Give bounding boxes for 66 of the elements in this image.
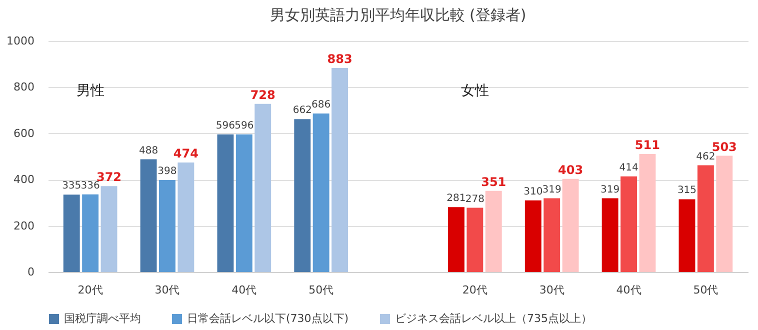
x-tick-label: 50代 [693,284,718,296]
y-tick-label: 400 [14,173,34,186]
bar [602,198,618,272]
bar [63,194,80,272]
x-tick-label: 50代 [308,284,334,296]
x-tick-label: 40代 [232,284,257,296]
bar [620,176,637,272]
bar [485,190,502,272]
bar [678,199,696,272]
bar [448,207,464,272]
bar [236,134,252,272]
data-label: 335 [62,180,82,192]
y-tick-label: 0 [28,266,34,278]
annotation: 男性 [76,83,104,99]
x-tick-label: 30代 [154,284,180,296]
bar [100,186,118,272]
data-label: 319 [600,184,620,196]
data-label: 281 [446,193,466,204]
data-label: 462 [696,151,716,162]
y-tick-label: 600 [14,126,34,140]
legend-label: 日常会話レベル以下(730点以下) [187,312,349,325]
bar [697,165,714,272]
x-tick-label: 40代 [616,284,642,296]
data-label: 728 [250,88,276,102]
data-label: 596 [216,120,236,132]
data-label: 662 [292,105,312,116]
bar [178,162,194,272]
data-label: 511 [634,138,660,152]
data-label: 278 [465,194,484,205]
data-label: 336 [80,180,100,192]
data-label: 315 [677,185,697,196]
data-label: 686 [312,100,331,111]
bar [254,104,272,272]
data-label: 310 [524,186,543,198]
data-label: 414 [619,162,638,174]
x-tick-label: 20代 [462,284,488,296]
annotation: 女性 [460,83,489,99]
data-label: 488 [138,145,158,156]
data-label: 596 [234,120,254,132]
bar [294,119,311,272]
bar [524,200,542,272]
data-label: 351 [481,174,506,189]
bar [639,154,656,272]
bar [332,68,348,272]
y-tick-label: 1000 [6,34,34,48]
bar [82,194,99,272]
y-tick-label: 800 [14,80,34,94]
data-label: 398 [158,166,177,178]
x-tick-label: 30代 [539,284,564,296]
bar [466,208,484,272]
bar [716,156,733,272]
data-label: 883 [327,52,352,66]
data-label: 474 [173,146,198,161]
data-label: 403 [558,162,584,177]
bar [544,198,560,272]
legend-label: ビジネス会話レベル以上（735点以上） [395,312,592,325]
bar [159,180,176,272]
bar [140,159,157,272]
bar [312,114,330,272]
x-tick-label: 20代 [78,284,103,296]
chart-title: 男女別英語力別平均年収比較 (登録者) [270,6,526,24]
legend-label: 国税庁調べ平均 [64,312,141,325]
data-label: 319 [542,184,562,196]
y-tick-label: 200 [14,219,34,232]
bar [562,178,579,272]
bar [217,134,234,272]
